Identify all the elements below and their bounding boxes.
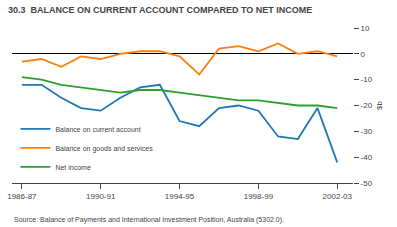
svg-text:-10: -10 bbox=[361, 75, 373, 84]
svg-text:2002-03: 2002-03 bbox=[323, 192, 353, 201]
svg-text:-50: -50 bbox=[361, 179, 373, 188]
svg-text:1998-99: 1998-99 bbox=[244, 192, 274, 201]
svg-text:-30: -30 bbox=[361, 127, 373, 136]
svg-text:1986-87: 1986-87 bbox=[7, 192, 37, 201]
svg-text:30.3 BALANCE ON CURRENT ACCOU: 30.3 BALANCE ON CURRENT ACCOUNT COMPARED… bbox=[8, 5, 312, 15]
svg-text:0: 0 bbox=[361, 50, 366, 59]
svg-text:Balance on current account: Balance on current account bbox=[55, 126, 140, 133]
svg-text:Net income: Net income bbox=[55, 164, 91, 171]
svg-text:-40: -40 bbox=[361, 153, 373, 162]
svg-text:Balance on goods and services: Balance on goods and services bbox=[55, 145, 153, 153]
svg-text:1990-91: 1990-91 bbox=[86, 192, 116, 201]
svg-text:1994-95: 1994-95 bbox=[165, 192, 195, 201]
svg-text:-20: -20 bbox=[361, 101, 373, 110]
svg-text:Source: Balance of Payments an: Source: Balance of Payments and Internat… bbox=[14, 216, 284, 224]
svg-text:10: 10 bbox=[361, 24, 370, 33]
svg-text:$b: $b bbox=[375, 101, 384, 110]
